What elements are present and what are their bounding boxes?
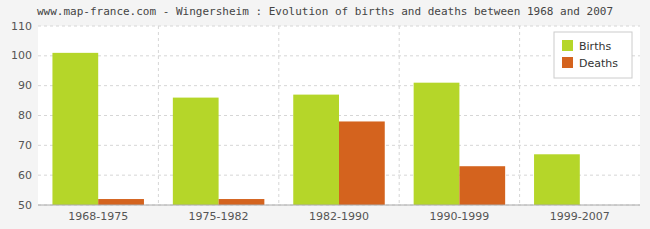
legend-label: Births [579,40,611,53]
bar [173,98,219,205]
title: www.map-france.com - Wingersheim : Evolu… [37,5,613,18]
y-tick-label: 100 [11,49,32,62]
grid-line [38,205,640,206]
legend-box [554,32,632,78]
bar [219,199,265,205]
chart: www.map-france.com - Wingersheim : Evolu… [0,0,650,229]
y-tick-label: 90 [18,79,32,92]
group-separator [278,26,279,205]
y-tick-label: 110 [11,20,32,33]
x-tick-label: 1968-1975 [68,210,128,223]
legend-swatch [562,40,573,51]
grid-line [38,85,640,86]
legend-swatch [562,57,573,68]
bar [459,166,505,205]
group-separator [158,26,159,205]
x-tick-label: 1982-1990 [309,210,369,223]
y-tick-label: 80 [18,109,32,122]
bar [293,95,339,205]
x-axis [38,205,640,206]
legend: Births Deaths [554,32,632,78]
bar [98,199,144,205]
legend-label: Deaths [579,57,618,70]
plot-area [38,26,640,205]
x-tick-label: 1990-1999 [429,210,489,223]
y-tick-label: 60 [18,169,32,182]
group-separator [399,26,400,205]
grid-line [38,55,640,56]
group-separator [519,26,520,205]
bars [52,53,579,205]
bar [414,83,460,205]
x-tick-label: 1975-1982 [189,210,249,223]
bar [52,53,98,205]
y-tick-label: 50 [18,199,32,212]
y-tick-label: 70 [18,139,32,152]
bar [534,154,580,205]
grid-line [38,26,640,27]
x-tick-label: 1999-2007 [550,210,610,223]
bar [339,121,385,205]
